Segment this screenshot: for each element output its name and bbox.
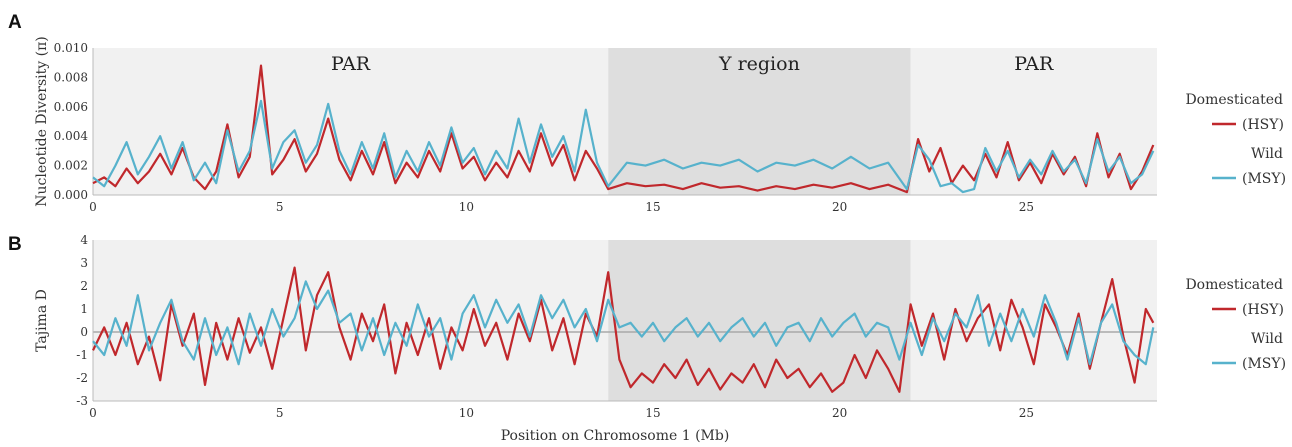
x-axis-label: Position on Chromosome 1 (Mb) xyxy=(501,428,730,444)
y-tick-label: 0.010 xyxy=(54,41,88,55)
legend-label-line1: Domesticated xyxy=(1185,92,1283,108)
x-tick-label: 25 xyxy=(1019,200,1034,214)
region-band-par xyxy=(93,240,609,401)
legend-label-line1: Wild xyxy=(1251,146,1283,162)
y-axis-label: Nucleotide Diversity (π) xyxy=(34,36,50,206)
y-tick-label: 3 xyxy=(80,256,88,270)
x-tick-label: 0 xyxy=(89,200,97,214)
panel-a: A PAR Y region PAR 0.000 0.002 0.004 0.006 0.008… xyxy=(8,12,1157,214)
series-line-domesticated xyxy=(92,266,1155,393)
region-label: Y region xyxy=(718,53,800,75)
y-tick-label: 4 xyxy=(80,233,88,247)
region-band-par xyxy=(93,48,609,195)
x-tick-label: 15 xyxy=(645,406,660,420)
x-tick-label: 15 xyxy=(645,200,660,214)
legend-label-line2: (MSY) xyxy=(1242,171,1286,187)
y-tick-label: 0.000 xyxy=(54,188,88,202)
panel-letter: A xyxy=(8,12,22,33)
y-tick-label: 0.008 xyxy=(54,70,88,84)
y-tick-label: 0 xyxy=(80,325,88,339)
legend-label-line1: Domesticated xyxy=(1185,277,1283,293)
y-tick-label: 0.006 xyxy=(54,100,88,114)
x-tick-label: 25 xyxy=(1019,406,1034,420)
x-tick-label: 20 xyxy=(832,406,847,420)
region-label: PAR xyxy=(331,53,371,75)
x-tick-label: 20 xyxy=(832,200,847,214)
legend-a: Domesticated (HSY) Wild (MSY) xyxy=(1185,92,1286,187)
x-tick-label: 5 xyxy=(276,406,284,420)
series-line-domesticated xyxy=(92,64,1155,194)
series-line-wild xyxy=(92,280,1155,366)
series-line-wild xyxy=(92,99,1155,194)
legend-label-line2: (HSY) xyxy=(1242,117,1284,133)
x-tick-label: 10 xyxy=(459,200,474,214)
y-tick-label: -1 xyxy=(76,348,88,362)
y-axis-label: Tajima D xyxy=(34,289,50,352)
y-tick-label: 1 xyxy=(80,302,88,316)
legend-label-line2: (MSY) xyxy=(1242,356,1286,372)
panel-letter: B xyxy=(8,234,22,255)
x-tick-label: 10 xyxy=(459,406,474,420)
legend-label-line1: Wild xyxy=(1251,331,1283,347)
x-tick-label: 5 xyxy=(276,200,284,214)
x-tick-label: 0 xyxy=(89,406,97,420)
legend-label-line2: (HSY) xyxy=(1242,302,1284,318)
y-tick-label: -2 xyxy=(76,371,88,385)
legend-b: Domesticated (HSY) Wild (MSY) xyxy=(1185,277,1286,372)
y-tick-label: 0.002 xyxy=(54,159,88,173)
y-tick-label: -3 xyxy=(76,394,88,408)
region-label: PAR xyxy=(1014,53,1054,75)
y-tick-label: 0.004 xyxy=(54,129,89,143)
y-tick-label: 2 xyxy=(80,279,88,293)
